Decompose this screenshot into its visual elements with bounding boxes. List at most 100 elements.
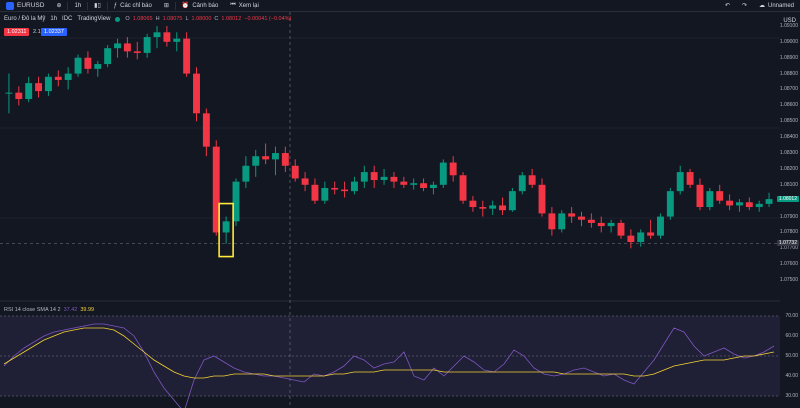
candle-body	[272, 153, 279, 160]
symbol-label: EURUSD	[17, 2, 45, 9]
candle-body	[173, 38, 181, 42]
symbol-search[interactable]: EURUSD	[0, 0, 50, 12]
candle-body	[123, 43, 131, 52]
interval-button[interactable]: 1h	[68, 0, 87, 12]
cloud-icon: ☁	[758, 3, 765, 9]
l-label: L	[185, 16, 189, 22]
candle-body	[212, 146, 220, 233]
replay-button[interactable]: ⏮ Xem lại	[224, 0, 264, 12]
price-axis-label: 1.08800	[779, 70, 798, 77]
candle-body	[459, 175, 467, 201]
candle-body	[538, 184, 546, 214]
candle-body	[291, 165, 299, 179]
alert-label: Cảnh báo	[192, 2, 219, 9]
candle-body	[242, 165, 250, 182]
price-axis-label: 1.09000	[779, 38, 798, 45]
candle-body	[666, 191, 674, 217]
indicators-button[interactable]: ƒ Các chỉ báo	[108, 0, 158, 12]
l-value: 1.08000	[191, 16, 212, 22]
price-axis-label: 1.09100	[779, 22, 798, 29]
templates-button[interactable]: ⊞	[158, 0, 175, 12]
rsi-legend: RSI 14 close SMA 14 2 37.42 39.99	[4, 307, 94, 313]
ohlc-values: O 1.08065 H 1.08075 L 1.08000 C 1.08012 −0.0…	[125, 16, 291, 22]
candle-body	[281, 153, 289, 166]
sell-button[interactable]: 1.02311	[4, 28, 30, 36]
alert-button[interactable]: ⏰ Cảnh báo	[176, 0, 225, 12]
candle-body	[331, 187, 339, 190]
chart-legend: Euro / Đô la Mỹ 1h IDC TradingView O 1.08…	[4, 16, 291, 22]
candle-body	[676, 172, 684, 192]
candle-body	[252, 156, 260, 166]
grid-icon: ⊞	[163, 3, 169, 9]
candle-body	[390, 176, 398, 182]
h-value: 1.08075	[162, 16, 183, 22]
separator	[106, 1, 108, 10]
candle-body	[64, 73, 72, 80]
candle-body	[489, 205, 497, 209]
replay-icon: ⏮	[230, 2, 236, 8]
candle-body	[104, 48, 112, 65]
redo-button[interactable]: ↷	[736, 0, 753, 12]
legend-interval: 1h	[50, 16, 58, 22]
candle-body	[232, 181, 240, 222]
interval-label: 1h	[74, 2, 82, 9]
market-status-icon[interactable]	[115, 16, 121, 22]
c-label: C	[214, 16, 219, 22]
currency-label[interactable]: USD	[783, 18, 796, 24]
candle-body	[54, 76, 62, 80]
buy-button[interactable]: 1.02337	[41, 28, 67, 36]
candle-body	[183, 38, 191, 74]
eurusd-logo-icon	[6, 1, 14, 10]
layout-button[interactable]: ☁ Unnamed	[753, 0, 800, 12]
layout-name: Unnamed	[767, 2, 794, 9]
rsi-value: 37.42	[63, 307, 78, 313]
candle-body	[578, 216, 585, 220]
candle-body	[745, 202, 753, 208]
candle-body	[607, 222, 615, 227]
highlight-box	[218, 202, 234, 258]
rsi-axis-label: 70.00	[785, 313, 798, 319]
legend-title: Euro / Đô la Mỹ	[4, 16, 46, 22]
candle-body	[587, 219, 595, 223]
candle-body	[420, 183, 428, 188]
candle-body	[143, 37, 151, 53]
undo-icon: ↶	[724, 3, 730, 9]
price-axis-label: 1.08400	[779, 134, 798, 141]
candle-body	[429, 184, 437, 188]
compare-button[interactable]: ⊕	[50, 0, 67, 12]
rsi-sma-value: 39.99	[80, 307, 95, 313]
main-chart[interactable]	[0, 12, 780, 408]
candle-body	[114, 43, 121, 49]
candle-body	[25, 83, 33, 100]
candle-body	[617, 222, 625, 236]
candle-body	[518, 175, 526, 192]
rsi-sma-line	[3, 327, 775, 379]
candle-body	[94, 64, 102, 69]
rsi-axis-label: 30.00	[785, 393, 798, 399]
candle-body	[222, 221, 230, 233]
candle-body	[400, 181, 408, 185]
current-price-tag: 1.08012	[776, 195, 799, 202]
candle-body	[163, 32, 171, 42]
price-axis-label: 1.08200	[779, 165, 798, 172]
spread-label: 2.1	[30, 28, 44, 36]
candle-body	[637, 232, 645, 242]
candle-body	[202, 113, 210, 147]
candle-body	[469, 200, 477, 208]
price-axis-label: 1.08500	[779, 118, 798, 125]
candle-body	[5, 92, 13, 94]
candle-body	[74, 57, 82, 74]
candle-body	[696, 184, 704, 208]
candle-body	[508, 191, 516, 211]
c-value: 1.08012	[221, 16, 242, 22]
sell-price: 1.02311	[7, 29, 27, 35]
rsi-axis-label: 40.00	[785, 373, 798, 379]
price-axis-label: 1.08100	[779, 181, 798, 188]
candle-body	[410, 183, 418, 185]
candle-body	[568, 213, 576, 217]
candles-icon: ▮▯	[94, 3, 101, 9]
undo-button[interactable]: ↶	[719, 0, 736, 12]
o-value: 1.08065	[132, 16, 153, 22]
chart-type-button[interactable]: ▮▯	[88, 0, 107, 12]
candle-body	[499, 205, 506, 211]
